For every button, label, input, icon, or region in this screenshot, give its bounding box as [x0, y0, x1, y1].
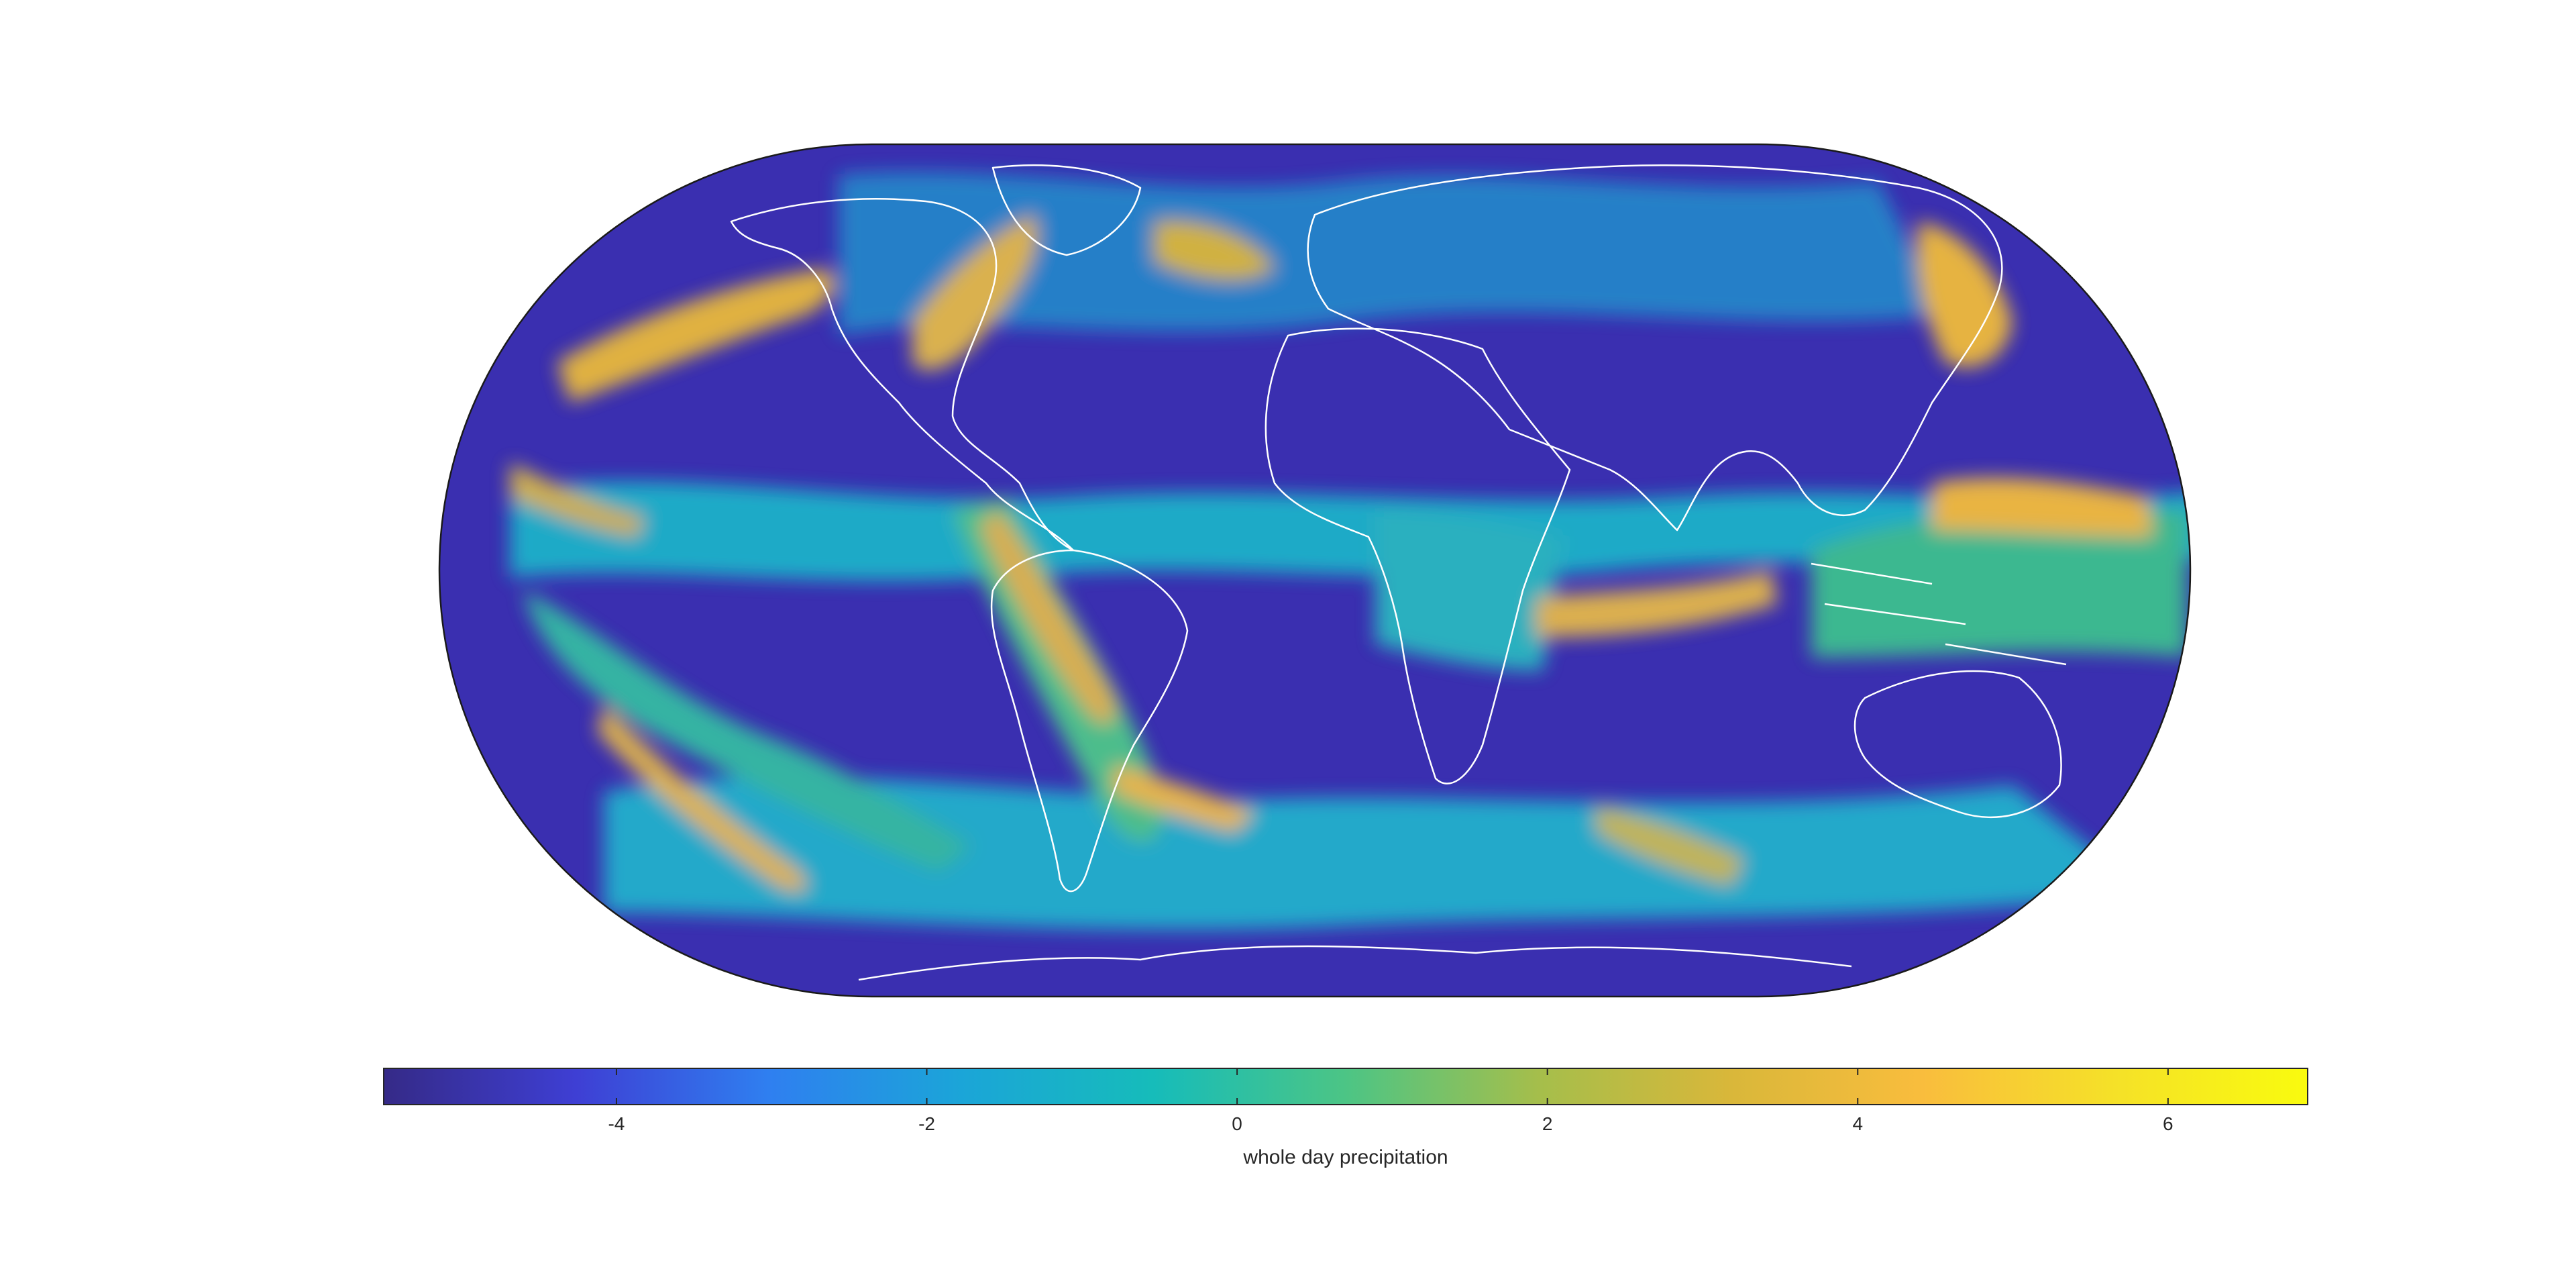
precip-band [1375, 510, 1563, 671]
colorbar-tick-label: 0 [1232, 1113, 1242, 1134]
colorbar: -4 -2 0 2 4 6 whole day precipitation [384, 1068, 2308, 1168]
colorbar-tick-label: 2 [1542, 1113, 1553, 1134]
colorbar-tick-label: 6 [2163, 1113, 2174, 1134]
colorbar-tick-label: 4 [1852, 1113, 1863, 1134]
colorbar-bar [384, 1068, 2308, 1105]
colorbar-tick-label: -2 [918, 1113, 935, 1134]
precipitation-field [510, 165, 2214, 980]
colorbar-label: whole day precipitation [1242, 1146, 1448, 1168]
colorbar-tick-label: -4 [608, 1113, 625, 1134]
precipitation-map [439, 144, 2214, 997]
